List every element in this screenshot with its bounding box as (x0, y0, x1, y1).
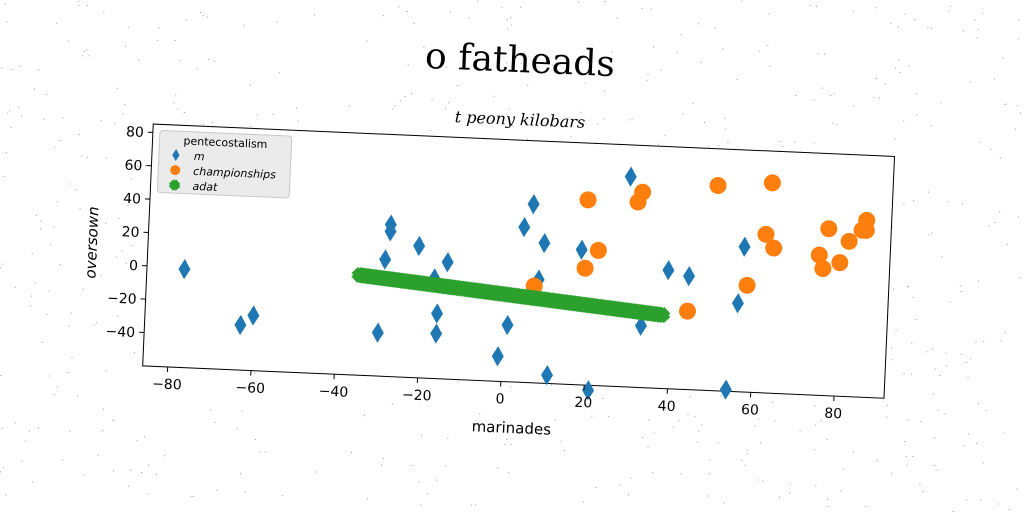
x-tick-label: −80 (152, 376, 182, 393)
x-tick-label: 40 (657, 398, 676, 415)
y-tick-label: −20 (107, 290, 137, 307)
y-tick-label: 40 (123, 191, 142, 208)
legend-label-adat: adat (192, 180, 218, 194)
y-tick-label: 0 (129, 258, 139, 274)
legend-label-m: m (194, 150, 205, 163)
x-tick-label: −40 (318, 384, 348, 401)
x-tick-label: −60 (235, 380, 265, 397)
x-axis-label: marinades (471, 417, 551, 438)
x-tick-label: −20 (402, 387, 432, 404)
x-tick-label: 0 (495, 391, 505, 407)
x-tick-label: 20 (574, 395, 593, 412)
y-tick-label: −40 (105, 324, 135, 341)
y-tick-label: 20 (121, 224, 140, 241)
y-axis-label: oversown (81, 206, 102, 279)
y-tick-label: 80 (126, 124, 145, 141)
x-tick-label: 60 (741, 402, 760, 419)
x-tick-label: 80 (824, 406, 843, 423)
y-tick-label: 60 (124, 158, 143, 175)
